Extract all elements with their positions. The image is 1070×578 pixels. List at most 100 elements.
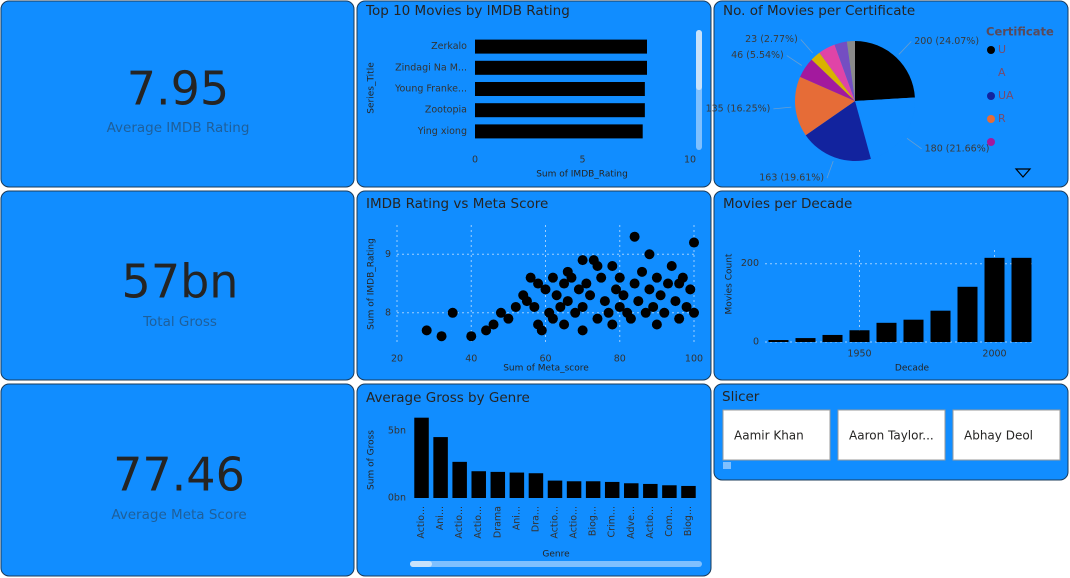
leader-line <box>898 41 912 55</box>
leader-line <box>786 55 802 66</box>
point <box>607 260 618 271</box>
point <box>655 290 666 301</box>
legend-marker[interactable] <box>987 115 995 123</box>
x-tick-label: Biog... <box>588 506 599 536</box>
bar <box>930 310 951 342</box>
point <box>592 260 603 271</box>
leader-line <box>800 39 813 54</box>
y-tick-label: 9 <box>385 249 391 260</box>
y-tick-label: 5bn <box>388 426 406 437</box>
y-tick-label: Ying xiong <box>417 126 467 137</box>
x-tick-label: 10 <box>684 155 696 166</box>
x-tick-label: Actio... <box>569 506 580 539</box>
bar <box>475 39 647 54</box>
legend-label[interactable]: U <box>998 43 1006 56</box>
point <box>447 307 458 318</box>
legend-marker[interactable] <box>987 92 995 100</box>
legend-label[interactable]: UA <box>998 89 1014 102</box>
slicer-item[interactable] <box>837 409 946 461</box>
bar <box>662 485 677 498</box>
leader-line <box>773 106 792 110</box>
card-label: Average IMDB Rating <box>107 120 250 136</box>
card-panel <box>0 190 355 381</box>
bar <box>876 322 897 342</box>
x-tick-label: Actio... <box>645 506 656 539</box>
point <box>663 278 674 289</box>
card-label: Total Gross <box>142 314 217 330</box>
legend-scroll-arrow[interactable] <box>1014 168 1032 178</box>
legend-marker[interactable] <box>987 138 995 146</box>
bar <box>490 471 506 498</box>
bar <box>957 286 978 342</box>
point <box>495 307 506 318</box>
bar <box>681 485 696 498</box>
legend-marker[interactable] <box>987 69 995 77</box>
chart-title: No. of Movies per Certificate <box>723 3 915 19</box>
x-tick-label: 20 <box>391 354 403 365</box>
legend-marker[interactable] <box>987 46 995 54</box>
point <box>670 296 681 307</box>
point <box>436 331 447 342</box>
point <box>573 284 584 295</box>
point <box>577 325 588 336</box>
point <box>570 307 581 318</box>
point <box>651 319 662 330</box>
y-tick-label: 200 <box>741 258 759 269</box>
bar <box>768 340 789 342</box>
x-tick-label: 5 <box>579 155 585 166</box>
legend-label[interactable]: A <box>998 66 1006 79</box>
x-tick-label: Actio... <box>416 506 427 539</box>
y-tick-label: Young Franke... <box>394 84 467 95</box>
point <box>644 284 655 295</box>
scrollbar[interactable] <box>410 561 702 567</box>
point <box>536 325 547 336</box>
x-axis-label: Decade <box>895 364 930 374</box>
slicer-item-label[interactable]: Aaron Taylor... <box>849 429 934 443</box>
scrollbar-thumb[interactable] <box>410 561 432 567</box>
bar <box>475 60 647 75</box>
card-label: Average Meta Score <box>111 507 246 523</box>
pie-slice <box>795 76 855 136</box>
point <box>689 237 699 248</box>
x-tick-label: Actio... <box>550 506 561 539</box>
slicer-item[interactable] <box>952 409 1061 461</box>
point <box>607 319 618 330</box>
y-axis-label: Sum of Gross <box>367 430 377 490</box>
y-tick-label: Zerkalo <box>431 41 467 52</box>
point <box>659 307 670 318</box>
y-tick-label: Zindagi Na M... <box>395 62 467 73</box>
pie-slice <box>846 41 855 101</box>
point <box>562 266 573 277</box>
slicer-item[interactable] <box>722 409 831 461</box>
point <box>625 313 636 324</box>
scrollbar-thumb[interactable] <box>696 30 702 90</box>
point <box>547 313 558 324</box>
y-tick-label: 0 <box>753 337 759 348</box>
x-tick-label: 80 <box>614 354 626 365</box>
slicer-item-label[interactable]: Aamir Khan <box>734 429 804 443</box>
slicer-item-label[interactable]: Abhay Deol <box>964 429 1033 443</box>
chart-title: IMDB Rating vs Meta Score <box>366 196 548 212</box>
pie-slice <box>819 44 855 101</box>
bar <box>849 330 870 342</box>
point <box>666 260 677 271</box>
bar <box>433 437 448 498</box>
leader-line <box>906 137 922 150</box>
x-tick-label: Crim... <box>607 506 618 538</box>
y-axis-label: Sum of IMDB_Rating <box>367 238 377 330</box>
point <box>681 301 692 312</box>
point <box>689 307 699 318</box>
slicer-title: Slicer <box>722 389 760 405</box>
scrollbar[interactable] <box>723 462 731 469</box>
legend-label[interactable]: R <box>998 112 1006 125</box>
point <box>596 272 607 283</box>
pie-slice <box>800 59 855 101</box>
point <box>521 296 532 307</box>
x-tick-label: Biog... <box>683 506 694 536</box>
bar <box>585 481 601 498</box>
point <box>577 255 588 266</box>
point <box>629 278 640 289</box>
card-value: 7.95 <box>127 62 229 116</box>
point <box>488 319 499 330</box>
